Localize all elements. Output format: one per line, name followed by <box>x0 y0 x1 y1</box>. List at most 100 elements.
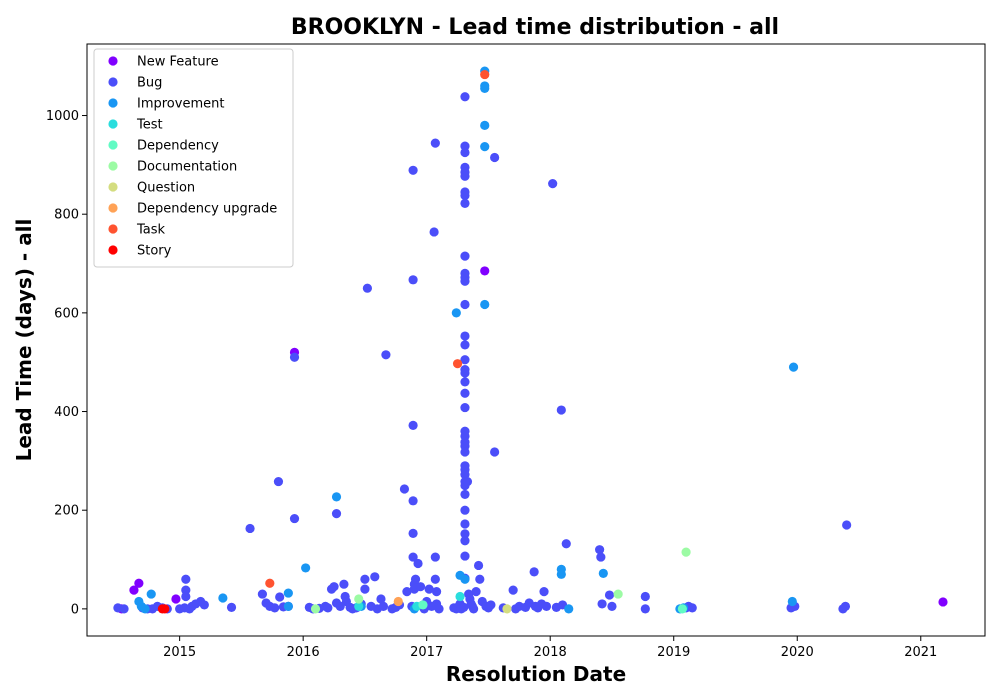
data-point <box>415 582 426 592</box>
data-point <box>376 594 386 604</box>
data-point <box>460 355 470 365</box>
data-point <box>460 340 470 350</box>
legend-marker <box>108 161 118 171</box>
data-point <box>490 152 500 163</box>
data-point <box>460 92 470 102</box>
data-point <box>480 120 490 130</box>
data-point <box>339 579 349 589</box>
data-point <box>273 476 284 487</box>
data-point <box>480 266 490 276</box>
data-point <box>418 600 428 610</box>
data-point <box>140 604 150 614</box>
y-tick-label: 400 <box>54 405 79 420</box>
data-point <box>430 138 440 148</box>
data-point <box>452 359 463 369</box>
data-point <box>119 604 129 614</box>
data-point <box>460 447 470 457</box>
data-point <box>473 560 484 571</box>
data-point <box>508 585 518 595</box>
data-point <box>787 596 797 607</box>
data-point <box>460 331 470 341</box>
data-point <box>460 470 470 480</box>
legend-marker <box>108 77 118 87</box>
data-point <box>408 528 418 538</box>
legend-label: New Feature <box>137 55 219 70</box>
data-point <box>301 563 311 573</box>
data-point <box>607 601 617 612</box>
legend-marker <box>108 203 118 213</box>
data-point <box>402 587 412 597</box>
data-point <box>556 405 566 415</box>
data-point <box>451 308 461 318</box>
x-axis-label: Resolution Date <box>446 662 626 686</box>
data-point <box>529 567 539 577</box>
data-point <box>564 604 574 614</box>
legend-marker <box>108 56 118 66</box>
data-point <box>460 299 470 310</box>
data-point <box>354 594 364 604</box>
data-point <box>469 604 479 614</box>
data-point <box>460 536 470 546</box>
series-dependency <box>418 600 687 614</box>
data-point <box>408 496 418 506</box>
data-point <box>199 600 209 610</box>
data-point <box>434 604 444 614</box>
y-tick-label: 1000 <box>46 109 79 124</box>
data-point <box>687 603 697 613</box>
data-point <box>595 545 605 555</box>
data-point <box>460 171 470 181</box>
data-point <box>640 604 650 614</box>
x-tick-label: 2020 <box>781 645 814 660</box>
data-point <box>455 591 465 602</box>
legend-label: Dependency upgrade <box>137 202 277 217</box>
data-point <box>460 276 470 286</box>
data-point <box>362 283 372 293</box>
data-point <box>378 601 389 612</box>
data-point <box>424 584 434 594</box>
data-point <box>480 83 490 93</box>
data-point <box>323 603 333 613</box>
data-point <box>460 190 470 201</box>
data-point <box>181 585 191 595</box>
data-point <box>257 589 268 599</box>
x-tick-label: 2018 <box>534 645 567 660</box>
data-point <box>460 147 470 158</box>
data-point <box>840 601 851 612</box>
data-point <box>480 69 490 80</box>
data-point <box>460 198 470 208</box>
data-point <box>413 558 423 569</box>
data-point <box>462 476 473 487</box>
legend-label: Dependency <box>137 139 219 154</box>
data-point <box>480 142 490 152</box>
series-bug <box>113 92 852 614</box>
data-point <box>460 388 470 398</box>
data-point <box>331 492 342 502</box>
legend-marker <box>108 245 118 255</box>
data-point <box>134 578 144 588</box>
data-point <box>640 591 650 602</box>
data-point <box>460 529 470 539</box>
series-documentation <box>310 547 691 614</box>
data-point <box>556 569 566 579</box>
data-point <box>548 179 558 189</box>
data-point <box>561 539 571 549</box>
data-point <box>460 551 470 561</box>
data-point <box>598 568 608 578</box>
data-point <box>486 600 496 610</box>
data-point <box>399 484 410 494</box>
data-point <box>597 599 607 609</box>
legend-label: Documentation <box>137 160 237 175</box>
legend: New Feature Bug Improvement Test Dependency D… <box>93 48 294 268</box>
data-point <box>460 402 470 413</box>
data-point <box>310 604 321 614</box>
data-point <box>171 594 181 604</box>
legend-marker <box>108 182 118 192</box>
data-point <box>460 489 470 500</box>
data-point <box>335 601 345 612</box>
data-point <box>408 275 418 285</box>
data-point <box>354 601 364 612</box>
data-point <box>360 574 370 584</box>
data-point <box>681 547 691 557</box>
data-point <box>460 519 470 529</box>
